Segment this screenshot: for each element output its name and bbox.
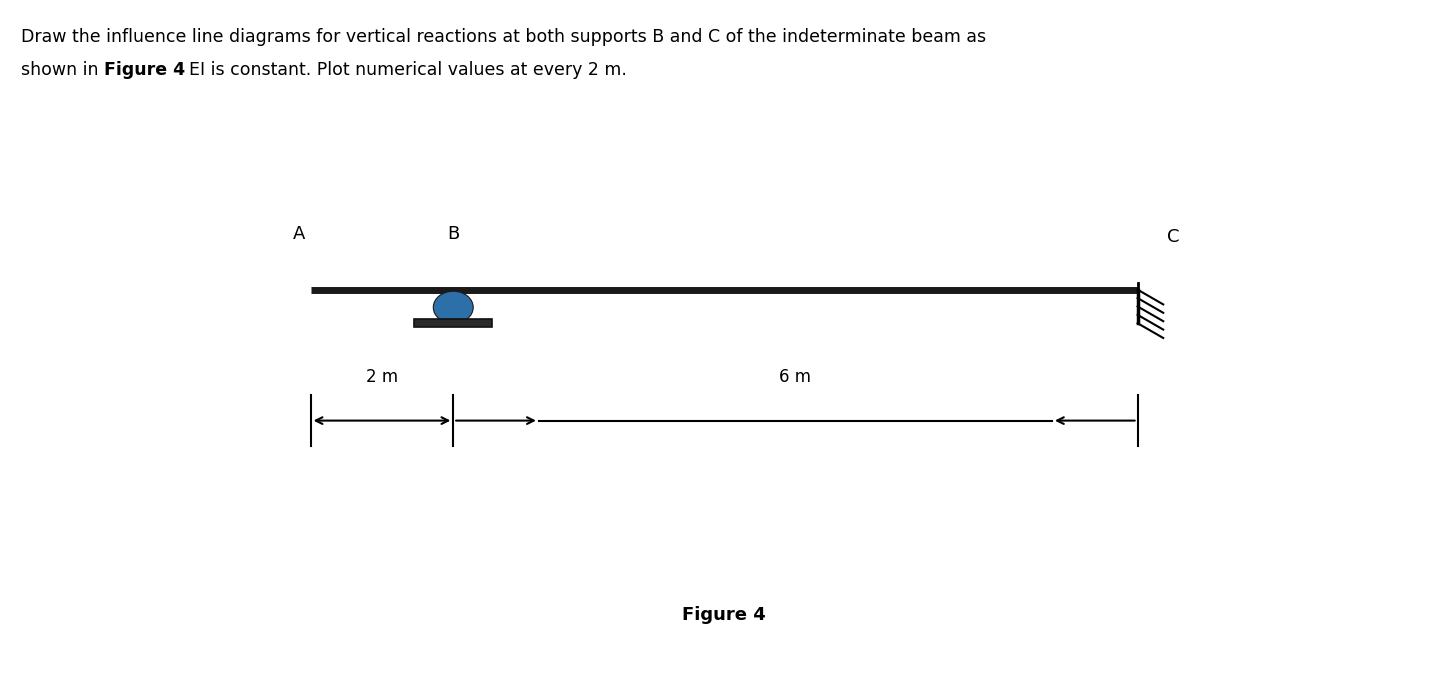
- FancyBboxPatch shape: [414, 319, 492, 327]
- Text: A: A: [293, 224, 305, 243]
- Text: C: C: [1167, 228, 1179, 246]
- Text: 2 m: 2 m: [366, 368, 399, 386]
- Text: shown in: shown in: [22, 61, 105, 80]
- Text: Figure 4: Figure 4: [683, 607, 766, 624]
- Text: Figure 4: Figure 4: [103, 61, 185, 80]
- Text: . EI is constant. Plot numerical values at every 2 m.: . EI is constant. Plot numerical values …: [178, 61, 627, 80]
- Text: Draw the influence line diagrams for vertical reactions at both supports B and C: Draw the influence line diagrams for ver…: [22, 28, 987, 46]
- Text: 6 m: 6 m: [780, 368, 812, 386]
- Ellipse shape: [433, 291, 473, 324]
- Text: B: B: [447, 224, 459, 243]
